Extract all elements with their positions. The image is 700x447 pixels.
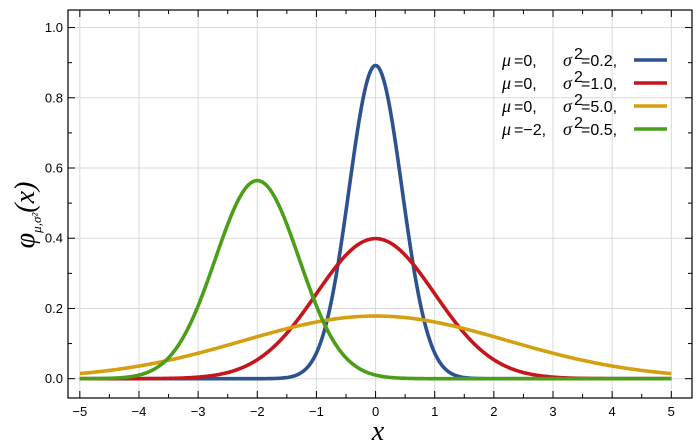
legend-sigma-symbol: σ xyxy=(563,73,573,93)
legend-sigma-exponent: 2 xyxy=(574,46,583,63)
legend-mu-value: =0, xyxy=(514,53,537,70)
curve-series-4 xyxy=(79,178,672,381)
y-axis-title-subscript: μ,σ² xyxy=(29,212,44,234)
legend-mu-symbol: μ xyxy=(501,96,511,116)
x-tick-label: 4 xyxy=(609,404,616,419)
curves xyxy=(79,63,672,381)
y-axis-title-argument: (x) xyxy=(10,182,41,213)
x-tick-label: −1 xyxy=(309,404,324,419)
y-tick-label: 0.0 xyxy=(45,371,63,386)
y-tick-label: 0.4 xyxy=(45,231,63,246)
x-tick-label: −4 xyxy=(132,404,147,419)
legend-entry: μ =0, σ 2=1.0, xyxy=(501,69,667,93)
y-tick-label: 0.6 xyxy=(45,161,63,176)
x-tick-label: 1 xyxy=(431,404,438,419)
legend-sigma2-value: =0.2, xyxy=(581,53,617,70)
legend-entry: μ =0, σ 2=0.2, xyxy=(501,46,667,70)
x-tick-label: 3 xyxy=(549,404,556,419)
legend-mu-value: =−2, xyxy=(514,122,546,139)
legend-sigma-exponent: 2 xyxy=(574,92,583,109)
legend-mu-value: =0, xyxy=(514,76,537,93)
legend-sigma-symbol: σ xyxy=(563,119,573,139)
legend-entry: μ =−2, σ 2=0.5, xyxy=(501,115,667,139)
y-axis-title: φμ,σ²(x) xyxy=(10,182,44,249)
x-axis-title: x xyxy=(371,416,385,447)
legend-mu-value: =0, xyxy=(514,99,537,116)
x-tick-label: 0 xyxy=(372,404,379,419)
legend-mu-symbol: μ xyxy=(501,73,511,93)
legend: μ =0, σ 2=0.2,μ =0, σ 2=1.0,μ =0, σ 2=5.0,μ =−2, σ 2… xyxy=(501,46,667,139)
legend-sigma2-value: =1.0, xyxy=(581,76,617,93)
x-tick-label: −3 xyxy=(191,404,206,419)
y-axis-title-symbol: φ xyxy=(10,233,41,249)
svg-text:φμ,σ²(x): φμ,σ²(x) xyxy=(10,182,44,249)
legend-sigma2-value: =5.0, xyxy=(581,99,617,116)
legend-mu-symbol: μ xyxy=(501,119,511,139)
legend-entry: μ =0, σ 2=5.0, xyxy=(501,92,667,116)
legend-sigma-symbol: σ xyxy=(563,50,573,70)
x-tick-label: 5 xyxy=(668,404,675,419)
legend-sigma-exponent: 2 xyxy=(574,69,583,86)
plot-frame xyxy=(67,9,693,399)
curve-series-3 xyxy=(79,314,672,376)
y-tick-label: 1.0 xyxy=(45,20,63,35)
x-tick-label: −5 xyxy=(72,404,87,419)
x-tick-label: −2 xyxy=(250,404,265,419)
axis-ticks: −5 −4 −3 −2 −1 0 1 2 3 4 5 0.0 0.2 0.4 0.6 0.8 1.0 xyxy=(45,10,692,419)
legend-sigma2-value: =0.5, xyxy=(581,122,617,139)
legend-sigma-symbol: σ xyxy=(563,96,573,116)
legend-sigma-exponent: 2 xyxy=(574,115,583,132)
y-tick-label: 0.2 xyxy=(45,301,63,316)
x-tick-label: 2 xyxy=(490,404,497,419)
y-tick-label: 0.8 xyxy=(45,90,63,105)
legend-mu-symbol: μ xyxy=(501,50,511,70)
